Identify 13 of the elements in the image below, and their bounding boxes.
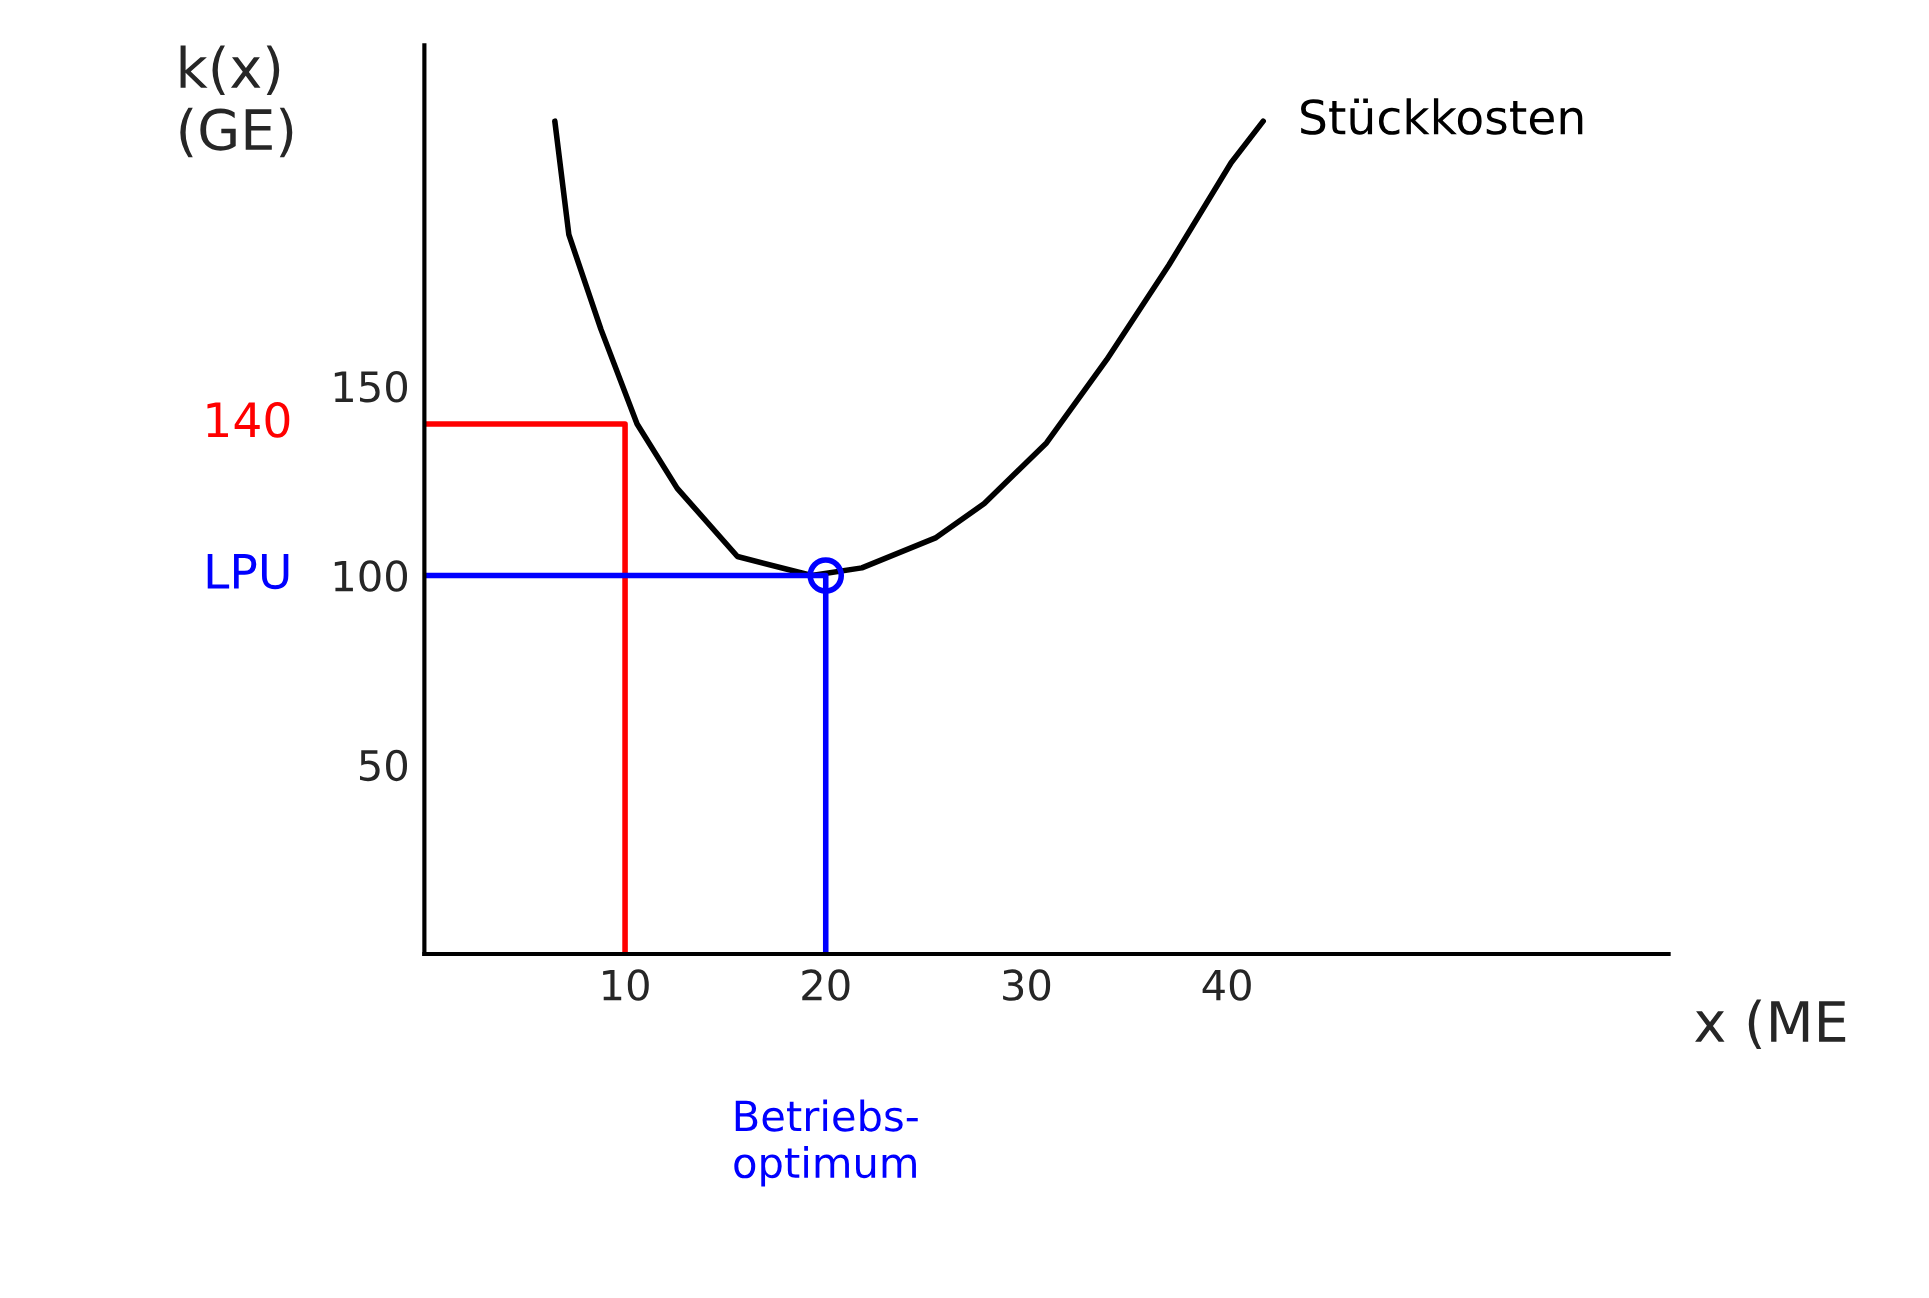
text: LPU xyxy=(207,554,289,590)
y-tick-label: 100 xyxy=(334,560,408,592)
y-tick-label: 150 xyxy=(334,371,408,403)
y-axis-title: k(x) (GE) xyxy=(180,45,293,158)
x-axis-title: x (ME xyxy=(1695,999,1846,1049)
x-tick-label: 40 xyxy=(1202,969,1251,1001)
y-tick-label: 50 xyxy=(359,749,408,782)
x-tick-label: 30 xyxy=(1003,969,1051,1001)
series-label: Stückkosten xyxy=(1301,98,1583,135)
x-tick-label: 10 xyxy=(603,969,649,1001)
text: 140 xyxy=(207,402,290,438)
x-tick-label: 20 xyxy=(802,969,850,1001)
text: Betriebs- optimum xyxy=(734,1099,918,1187)
